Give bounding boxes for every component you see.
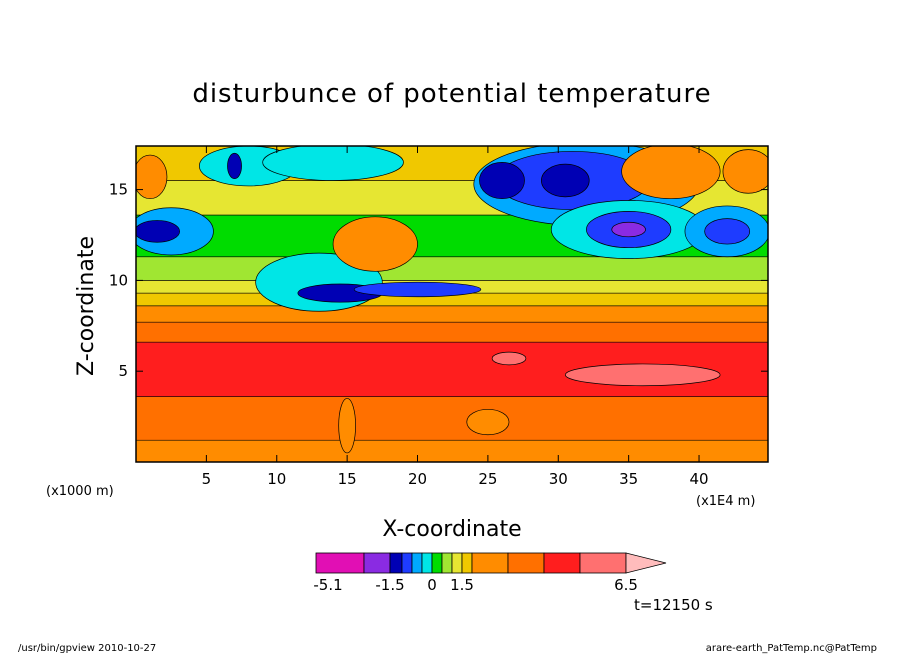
contour-region bbox=[704, 218, 751, 245]
y-tick-label: 5 bbox=[118, 362, 128, 380]
contour-region bbox=[722, 149, 768, 194]
colorbar-label: -1.5 bbox=[375, 576, 404, 594]
x-tick-label: 15 bbox=[338, 470, 357, 488]
footer-right: arare-earth_PatTemp.nc@PatTemp bbox=[706, 643, 877, 654]
contour-field bbox=[136, 146, 768, 462]
x-tick-label: 10 bbox=[267, 470, 286, 488]
colorbar-labels: -5.1 -1.5 0 1.5 6.5 bbox=[313, 576, 638, 594]
contour-region bbox=[338, 398, 356, 454]
colorbar-swatch bbox=[421, 552, 433, 574]
colorbar-arrow bbox=[625, 552, 667, 574]
x-unit-left: (x1000 m) bbox=[46, 484, 114, 499]
contour-region bbox=[621, 146, 721, 200]
colorbar-swatch bbox=[451, 552, 463, 574]
colorbar-swatch bbox=[543, 552, 581, 574]
colorbar-swatch bbox=[401, 552, 413, 574]
colorbar-swatch bbox=[579, 552, 627, 574]
colorbar-swatch bbox=[441, 552, 453, 574]
contour-region bbox=[466, 408, 510, 436]
contour-region bbox=[332, 216, 418, 272]
colorbar bbox=[315, 552, 667, 574]
contour-layer bbox=[136, 439, 768, 462]
colorbar-label: 1.5 bbox=[450, 576, 474, 594]
contour-region bbox=[353, 281, 482, 298]
contour-region bbox=[136, 154, 168, 200]
colorbar-swatch bbox=[389, 552, 403, 574]
footer-left: /usr/bin/gpview 2010-10-27 bbox=[18, 643, 156, 654]
y-axis-label: Z-coordinate bbox=[74, 236, 99, 376]
x-axis-label: X-coordinate bbox=[382, 517, 521, 542]
colorbar-label: -5.1 bbox=[313, 576, 342, 594]
y-tick-label: 15 bbox=[109, 181, 128, 199]
y-axis: 5 10 15 bbox=[109, 181, 768, 380]
contour-region bbox=[491, 351, 527, 366]
colorbar-swatch bbox=[363, 552, 391, 574]
colorbar-swatch bbox=[315, 552, 365, 574]
x-tick-label: 25 bbox=[478, 470, 497, 488]
colorbar-swatch bbox=[411, 552, 423, 574]
plot-frame bbox=[135, 145, 769, 463]
contour-layer bbox=[136, 256, 768, 281]
time-label: t=12150 s bbox=[634, 596, 713, 614]
contour-layer bbox=[136, 321, 768, 343]
colorbar-swatch bbox=[431, 552, 443, 574]
colorbar-swatch bbox=[461, 552, 473, 574]
x-tick-label: 5 bbox=[202, 470, 212, 488]
x-tick-label: 40 bbox=[689, 470, 708, 488]
contour-region bbox=[479, 161, 525, 200]
x-tick-label: 20 bbox=[408, 470, 427, 488]
x-tick-label: 35 bbox=[619, 470, 638, 488]
colorbar-label: 0 bbox=[427, 576, 437, 594]
colorbar-swatch bbox=[471, 552, 509, 574]
colorbar-label: 6.5 bbox=[614, 576, 638, 594]
contour-region bbox=[227, 152, 242, 180]
x-axis: 5 10 15 20 25 30 35 40 bbox=[202, 146, 709, 488]
colorbar-swatch bbox=[507, 552, 545, 574]
contour-region bbox=[611, 221, 646, 238]
contour-region bbox=[262, 146, 404, 181]
x-tick-label: 30 bbox=[549, 470, 568, 488]
chart-title: disturbunce of potential temperature bbox=[192, 79, 711, 109]
contour-layer bbox=[136, 396, 768, 441]
contour-layer bbox=[136, 305, 768, 323]
y-tick-label: 10 bbox=[109, 271, 128, 289]
contour-region bbox=[541, 163, 590, 198]
x-unit-right: (x1E4 m) bbox=[696, 494, 755, 509]
contour-region bbox=[136, 220, 180, 243]
contour-region bbox=[564, 363, 721, 387]
